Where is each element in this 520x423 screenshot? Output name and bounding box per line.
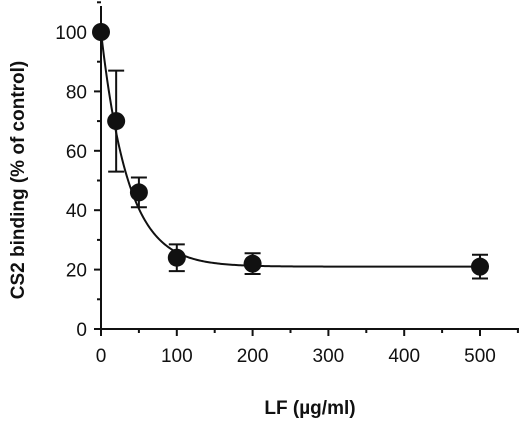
fit-curve xyxy=(100,31,480,268)
y-tick-label: 20 xyxy=(66,261,87,282)
data-point xyxy=(92,23,110,41)
x-tick-label: 200 xyxy=(237,346,269,367)
y-axis-title: CS2 binding (% of control) xyxy=(8,61,29,300)
y-tick-label: 40 xyxy=(66,201,87,222)
y-tick-label: 80 xyxy=(66,82,87,103)
y-tick-label: 60 xyxy=(66,142,87,163)
data-point xyxy=(471,257,489,276)
x-tick-label: 300 xyxy=(313,346,345,367)
data-point xyxy=(129,183,148,202)
data-point xyxy=(107,112,126,131)
axes: 0 20 40 60 80 100 0 100 200 300 400 500 xyxy=(55,1,519,367)
x-tick-label: 500 xyxy=(464,346,496,367)
y-tick-label: 100 xyxy=(55,23,87,44)
data-point xyxy=(167,248,186,267)
y-tick-label: 0 xyxy=(76,320,87,341)
x-tick-label: 400 xyxy=(388,346,420,367)
x-tick-label: 100 xyxy=(161,346,193,367)
x-tick-label: 0 xyxy=(96,346,107,367)
x-axis-title: LF (µg/ml) xyxy=(264,398,355,419)
chart-marks xyxy=(92,23,489,280)
data-point xyxy=(243,254,262,273)
